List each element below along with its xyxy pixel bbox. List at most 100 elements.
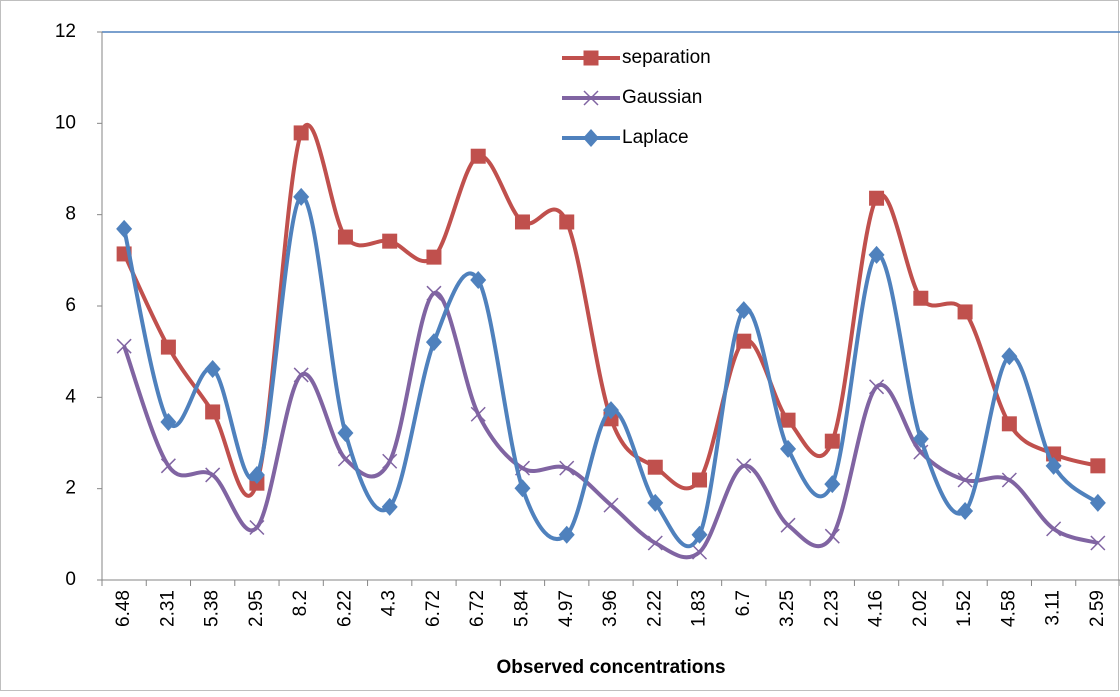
marker: [116, 219, 133, 238]
y-tick-label: 0: [65, 569, 76, 590]
marker: [603, 497, 619, 513]
marker: [559, 460, 575, 476]
marker: [912, 429, 929, 448]
x-tick-label: 2.23: [821, 590, 842, 627]
marker: [736, 458, 752, 474]
marker: [957, 472, 973, 488]
y-tick-label: 8: [65, 204, 76, 225]
x-tick-label: 5.38: [202, 590, 223, 627]
marker: [160, 339, 176, 355]
legend-label: Laplace: [622, 127, 689, 148]
marker: [426, 285, 442, 301]
marker: [558, 525, 575, 544]
y-tick-label: 4: [65, 386, 76, 407]
marker: [293, 125, 309, 141]
marker: [647, 459, 663, 475]
marker: [382, 233, 398, 249]
x-tick-label: 1.83: [689, 590, 710, 627]
marker: [780, 412, 796, 428]
marker: [1001, 416, 1017, 432]
marker: [381, 497, 398, 516]
x-tick-label: 2.59: [1087, 590, 1108, 627]
marker: [736, 333, 752, 349]
marker: [1001, 347, 1018, 366]
x-tick-label: 2.95: [246, 590, 267, 627]
x-tick-label: 2.22: [644, 590, 665, 627]
marker: [470, 270, 487, 289]
marker: [470, 406, 486, 422]
x-tick-label: 6.72: [423, 590, 444, 627]
marker: [1046, 521, 1062, 537]
y-tick-label: 2: [65, 478, 76, 499]
marker: [824, 475, 841, 494]
marker: [583, 50, 599, 66]
marker: [293, 187, 310, 206]
marker: [470, 148, 486, 164]
marker: [735, 301, 752, 320]
marker: [583, 90, 599, 106]
marker: [869, 379, 885, 395]
marker: [1090, 458, 1106, 474]
marker: [249, 519, 265, 536]
marker: [691, 525, 708, 544]
marker: [869, 190, 885, 206]
y-tick-label: 6: [65, 295, 76, 316]
marker: [913, 290, 929, 306]
marker: [248, 465, 265, 484]
legend-label: Gaussian: [622, 87, 702, 108]
x-tick-label: 4.97: [556, 590, 577, 627]
marker: [205, 404, 221, 420]
legend-label: separation: [622, 47, 711, 68]
marker: [824, 528, 840, 544]
marker: [514, 479, 531, 498]
x-tick-label: 2.31: [157, 590, 178, 627]
x-tick-label: 6.7: [733, 590, 754, 616]
marker: [647, 535, 663, 551]
marker: [160, 458, 176, 474]
marker: [692, 472, 708, 488]
series-line: [122, 291, 1099, 560]
x-tick-label: 4.16: [866, 590, 887, 627]
marker: [1089, 493, 1106, 512]
marker: [691, 544, 708, 560]
marker: [426, 249, 442, 265]
x-tick-label: 6.22: [334, 590, 355, 627]
marker: [957, 502, 974, 521]
marker: [1090, 535, 1106, 551]
marker: [780, 517, 796, 533]
marker: [603, 401, 619, 420]
y-tick-label: 10: [55, 112, 76, 133]
marker: [337, 229, 353, 245]
marker: [337, 423, 354, 442]
marker: [425, 333, 442, 352]
marker: [204, 360, 221, 379]
x-tick-label: 3.96: [600, 590, 621, 627]
x-tick-label: 6.48: [113, 590, 134, 627]
x-tick-label: 4.58: [998, 590, 1019, 627]
marker: [293, 367, 309, 383]
marker: [647, 493, 664, 512]
marker: [160, 412, 177, 431]
x-tick-label: 3.11: [1043, 590, 1064, 626]
series-line: [122, 194, 1100, 549]
x-tick-label: 3.25: [777, 590, 798, 627]
marker: [868, 245, 885, 264]
marker: [559, 214, 575, 230]
marker: [583, 129, 599, 147]
marker: [514, 214, 530, 230]
x-tick-label: 5.84: [511, 590, 532, 627]
marker: [116, 338, 132, 354]
x-tick-label: 4.3: [379, 590, 400, 616]
y-tick-label: 12: [55, 21, 76, 42]
x-tick-label: 6.72: [467, 590, 488, 627]
x-tick-label: 2.02: [910, 590, 931, 627]
marker: [1001, 472, 1017, 488]
marker: [382, 453, 398, 469]
x-tick-label: 1.52: [954, 590, 975, 627]
marker: [957, 304, 973, 320]
x-tick-label: 8.2: [290, 590, 311, 616]
marker: [824, 433, 840, 449]
marker: [1045, 456, 1062, 475]
